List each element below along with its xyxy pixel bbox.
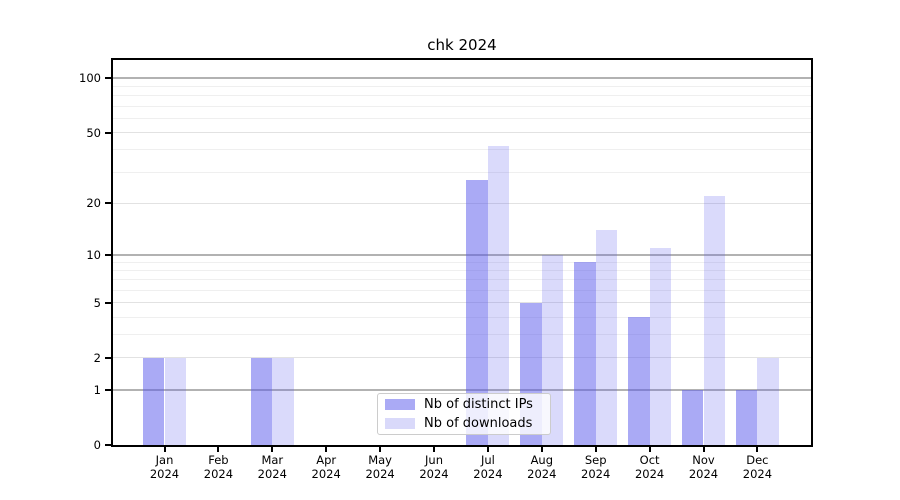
y-axis-tick-2 bbox=[105, 356, 111, 359]
y-axis-label-100: 100 bbox=[79, 71, 101, 86]
bar-downloads-mar bbox=[272, 357, 294, 445]
gridline-y-7 bbox=[113, 279, 811, 281]
gridline-y-8 bbox=[113, 269, 811, 271]
x-axis-tick-aug bbox=[540, 447, 543, 452]
x-axis-label-dec: Dec 2024 bbox=[742, 453, 773, 481]
y-axis-label-5: 5 bbox=[93, 295, 101, 310]
y-axis-tick-10 bbox=[105, 253, 111, 256]
gridline-y-90 bbox=[113, 86, 811, 88]
x-axis-tick-jan bbox=[163, 447, 166, 452]
bar-distinct-ips-oct bbox=[628, 317, 650, 445]
gridline-y-4 bbox=[113, 316, 811, 318]
gridline-y-1 bbox=[113, 388, 811, 391]
bar-downloads-jan bbox=[164, 357, 187, 445]
x-axis-tick-may bbox=[379, 447, 382, 452]
gridline-y-40 bbox=[113, 149, 811, 151]
bar-distinct-ips-jan bbox=[142, 357, 165, 445]
y-axis-label-1: 1 bbox=[93, 382, 101, 397]
gridline-y-3 bbox=[113, 334, 811, 336]
x-axis-label-may: May 2024 bbox=[365, 453, 395, 481]
chart-title: chk 2024 bbox=[427, 36, 497, 54]
x-axis-tick-apr bbox=[325, 447, 328, 452]
gridline-y-80 bbox=[113, 95, 811, 97]
y-axis-label-50: 50 bbox=[86, 125, 101, 140]
x-axis-label-jun: Jun 2024 bbox=[419, 453, 449, 481]
x-axis-tick-nov bbox=[702, 447, 705, 452]
bar-distinct-ips-dec bbox=[735, 389, 758, 445]
y-axis-label-0: 0 bbox=[93, 438, 101, 452]
x-axis-label-oct: Oct 2024 bbox=[634, 453, 665, 481]
gridline-y-5 bbox=[113, 302, 811, 304]
bar-downloads-sep bbox=[595, 229, 618, 445]
legend-label-downloads: Nb of downloads bbox=[424, 416, 533, 431]
x-axis-tick-mar bbox=[271, 447, 274, 452]
bar-distinct-ips-nov bbox=[681, 389, 704, 445]
plot-area: Nb of distinct IPs Nb of downloads bbox=[113, 60, 811, 445]
bar-distinct-ips-mar bbox=[250, 357, 273, 445]
x-axis-label-apr: Apr 2024 bbox=[311, 453, 341, 481]
gridline-y-2 bbox=[113, 357, 811, 359]
gridline-y-30 bbox=[113, 171, 811, 173]
gridline-y-20 bbox=[113, 202, 811, 204]
x-axis-label-aug: Aug 2024 bbox=[527, 453, 557, 481]
x-axis-tick-dec bbox=[756, 447, 759, 452]
gridline-y-50 bbox=[113, 132, 811, 134]
x-axis-tick-feb bbox=[217, 447, 220, 452]
gridline-y-100 bbox=[113, 77, 811, 80]
x-axis-label-nov: Nov 2024 bbox=[688, 453, 719, 481]
legend-swatch-downloads bbox=[385, 418, 415, 429]
bar-downloads-jul bbox=[487, 146, 510, 445]
y-axis-label-2: 2 bbox=[93, 350, 101, 365]
x-axis-label-jul: Jul 2024 bbox=[473, 453, 503, 481]
x-axis-tick-jun bbox=[433, 447, 435, 452]
gridline-y-10 bbox=[113, 253, 811, 256]
legend-item-distinct-ips: Nb of distinct IPs bbox=[385, 396, 543, 413]
x-axis-tick-oct bbox=[648, 447, 651, 452]
bar-downloads-oct bbox=[649, 247, 672, 445]
x-axis-label-mar: Mar 2024 bbox=[257, 453, 287, 481]
y-axis-tick-5 bbox=[105, 301, 111, 304]
legend-item-downloads: Nb of downloads bbox=[385, 415, 543, 432]
bar-downloads-nov bbox=[703, 195, 726, 445]
gridline-y-60 bbox=[113, 117, 811, 119]
y-axis-label-10: 10 bbox=[86, 247, 101, 262]
gridline-y-70 bbox=[113, 105, 811, 107]
y-axis-tick-1 bbox=[105, 388, 111, 391]
y-axis-label-20: 20 bbox=[86, 196, 101, 211]
y-axis-tick-100 bbox=[105, 77, 111, 80]
gridline-y-6 bbox=[113, 289, 811, 291]
x-axis-label-feb: Feb 2024 bbox=[203, 453, 234, 481]
bar-distinct-ips-sep bbox=[574, 262, 596, 445]
x-axis-label-sep: Sep 2024 bbox=[581, 453, 611, 481]
gridline-y-9 bbox=[113, 261, 811, 263]
y-axis-tick-0 bbox=[105, 444, 111, 446]
x-axis-label-jan: Jan 2024 bbox=[149, 453, 180, 481]
y-axis-tick-50 bbox=[105, 131, 111, 134]
bar-downloads-dec bbox=[757, 357, 779, 445]
x-axis-tick-sep bbox=[594, 447, 597, 452]
x-axis-tick-jul bbox=[486, 447, 489, 452]
legend-swatch-distinct-ips bbox=[385, 399, 415, 410]
bar-distinct-ips-jul bbox=[466, 180, 488, 445]
legend: Nb of distinct IPs Nb of downloads bbox=[377, 393, 551, 435]
legend-label-distinct-ips: Nb of distinct IPs bbox=[424, 397, 533, 412]
y-axis-tick-20 bbox=[105, 202, 111, 205]
